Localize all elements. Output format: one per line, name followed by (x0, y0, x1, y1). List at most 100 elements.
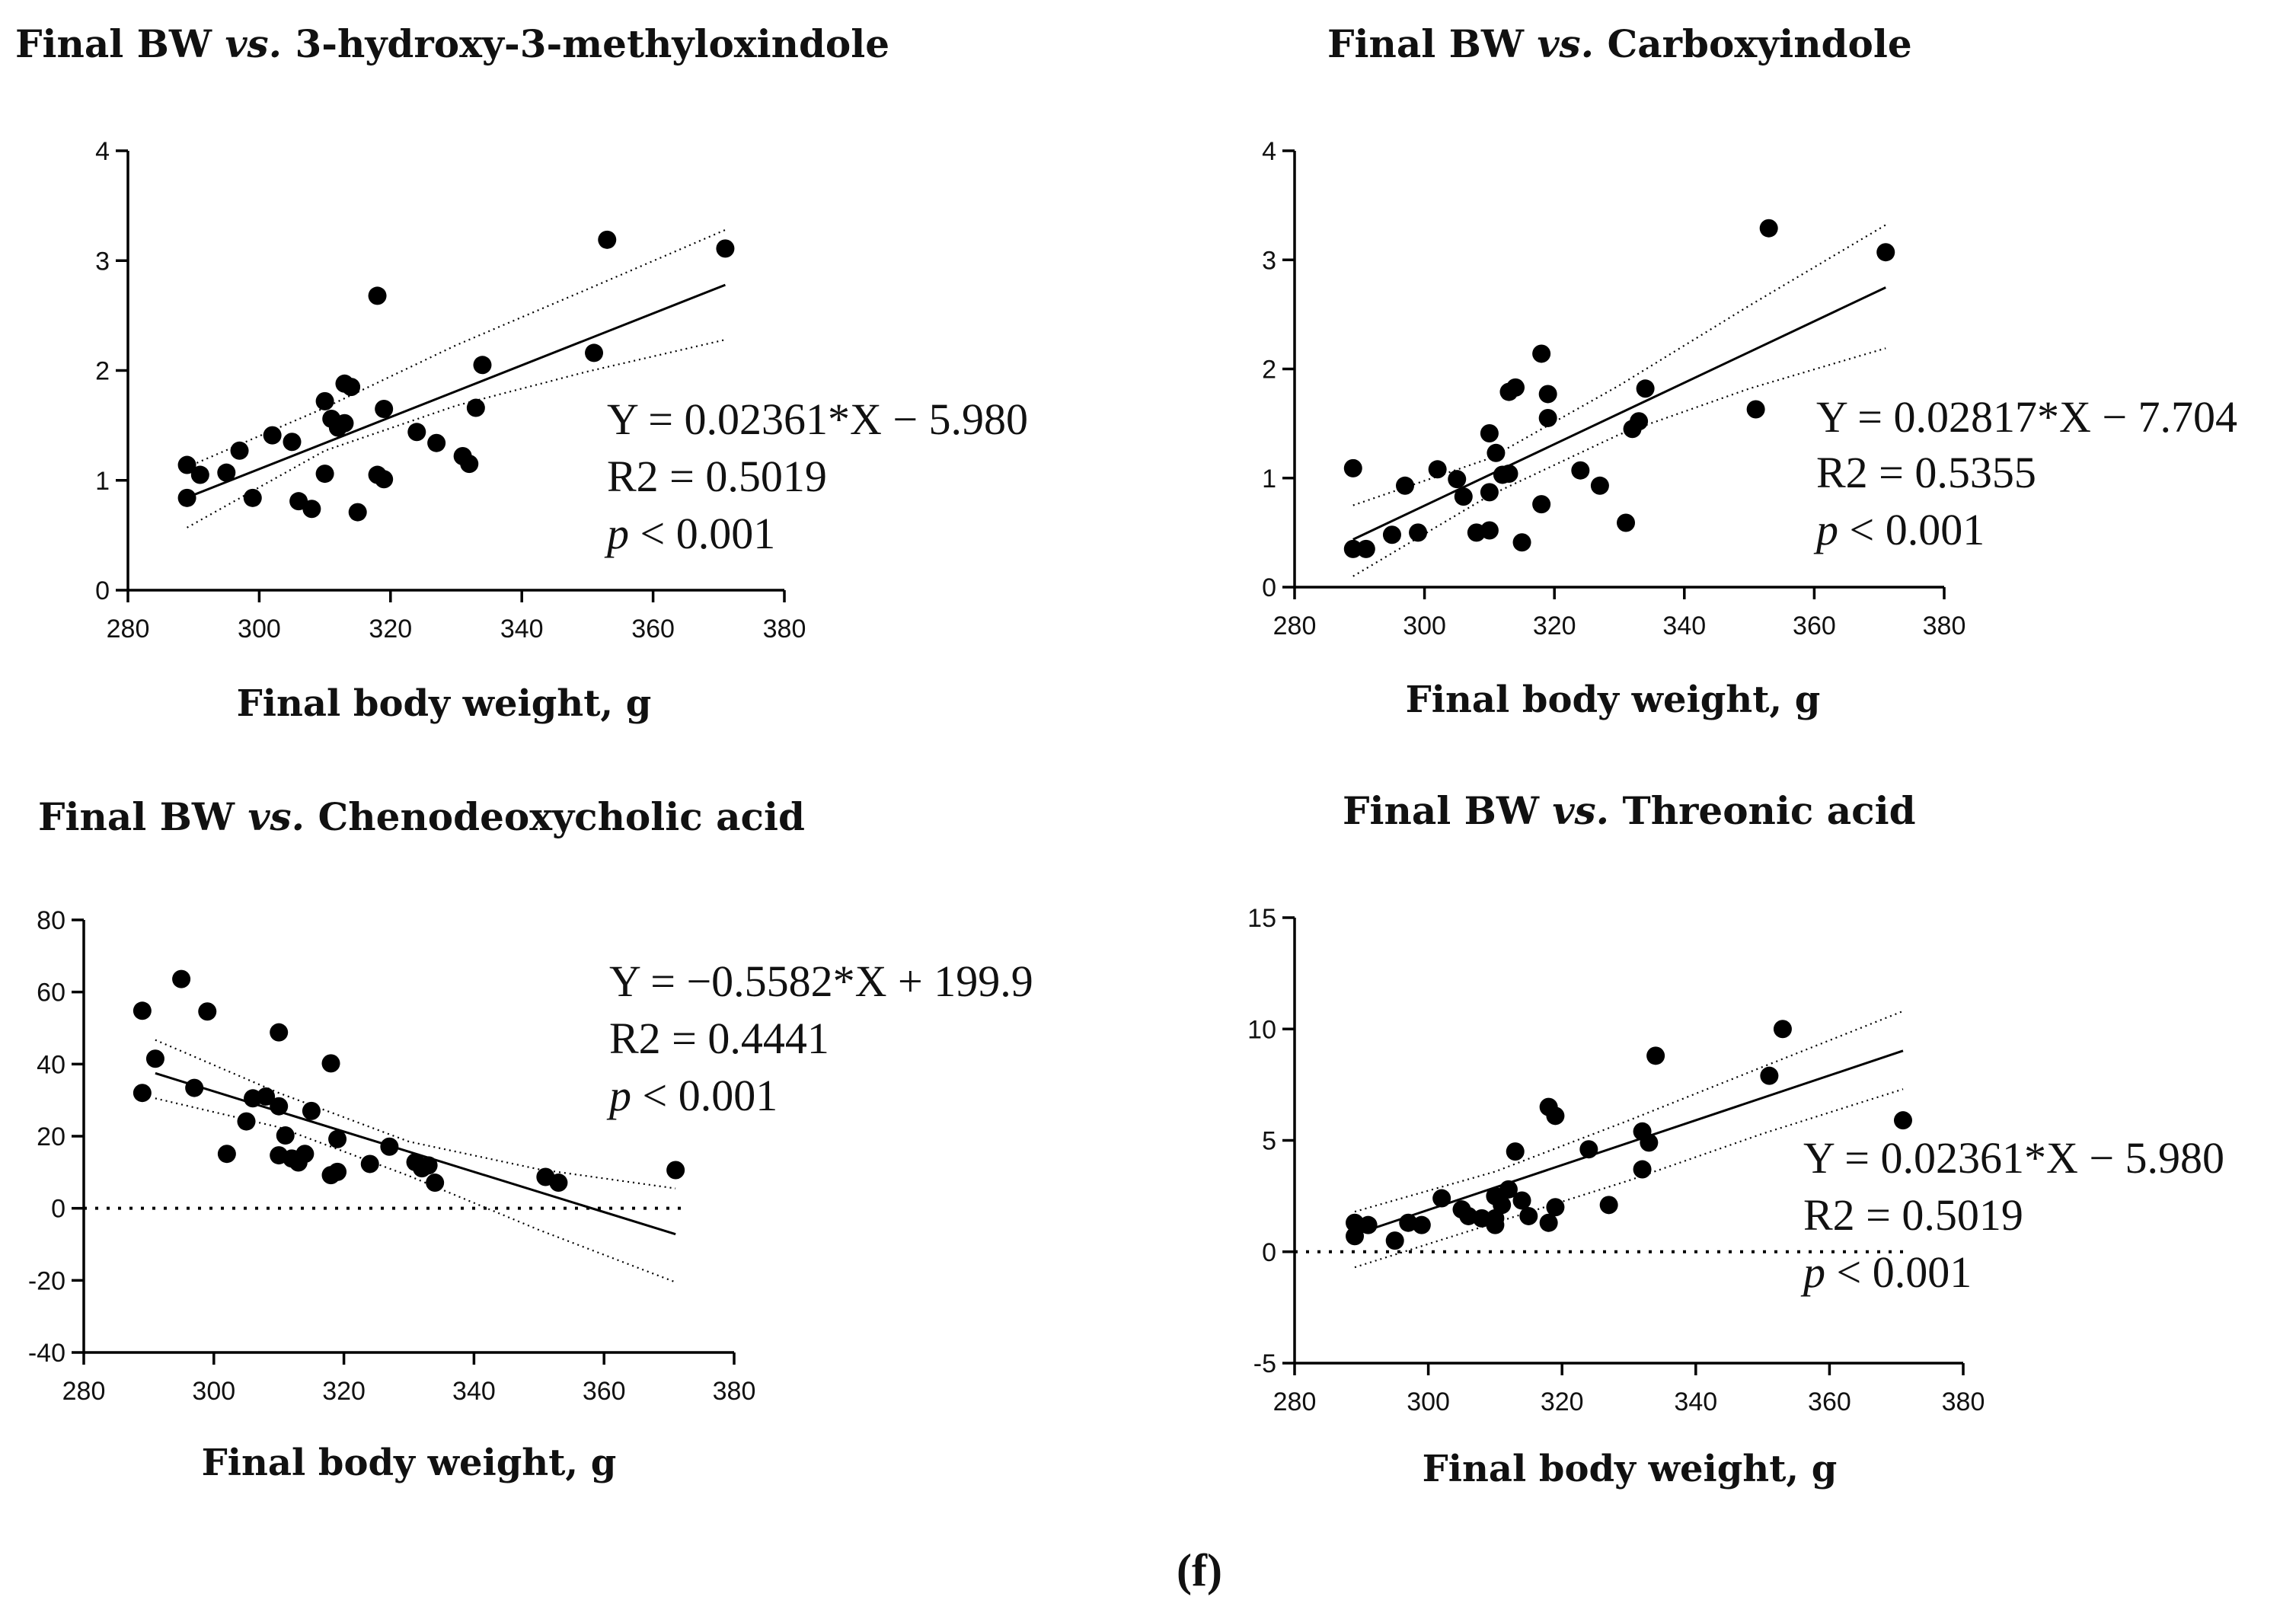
x-axis-title: Final body weight, g (237, 682, 652, 725)
r-squared: R2 = 0.5019 (607, 452, 827, 501)
data-point (328, 1162, 347, 1181)
x-tick-label: 320 (322, 1377, 366, 1406)
plot-area: -5 0 5 10 15 280 300 320 340 360 380 (1247, 904, 1985, 1416)
y-tick-label: 15 (1247, 904, 1276, 933)
data-point (1633, 1160, 1652, 1179)
p-value: p < 0.001 (604, 509, 775, 558)
p-value: p < 0.001 (1813, 505, 1985, 554)
data-point (460, 455, 479, 474)
data-point (1640, 1133, 1659, 1152)
y-tick-label: 80 (37, 906, 65, 935)
data-point (315, 391, 334, 410)
data-point (1590, 476, 1609, 495)
data-point (342, 378, 361, 397)
data-point (1546, 1106, 1565, 1126)
data-point (1448, 470, 1467, 489)
data-point (1538, 385, 1557, 404)
data-point (1759, 219, 1778, 238)
data-point (585, 343, 604, 362)
data-point (1571, 461, 1590, 480)
data-point (217, 463, 236, 482)
data-point (276, 1126, 295, 1145)
y-tick-label: 3 (95, 247, 110, 276)
data-point (1617, 513, 1636, 532)
data-point (549, 1174, 568, 1193)
data-point (1506, 1142, 1525, 1161)
chart-title: Final BW vs. Chenodeoxycholic acid (38, 794, 805, 839)
data-point (348, 503, 367, 522)
x-tick-label: 360 (1808, 1387, 1851, 1416)
y-tick-label: 5 (1262, 1127, 1276, 1156)
x-tick-label: 340 (452, 1377, 496, 1406)
y-tick-label: 20 (37, 1122, 65, 1151)
x-tick-label: 280 (62, 1377, 106, 1406)
data-point (1546, 1198, 1565, 1217)
regression-equation: Y = 0.02361*X − 5.980 (1803, 1133, 2224, 1183)
y-tick-label: 1 (1262, 465, 1276, 493)
y-tick-label: 60 (37, 979, 65, 1007)
data-point (1385, 1231, 1404, 1250)
data-point (263, 426, 282, 445)
data-point (360, 1154, 379, 1174)
y-tick-label: 0 (51, 1195, 65, 1224)
x-axis-title: Final body weight, g (202, 1442, 617, 1484)
data-point (270, 1097, 289, 1116)
data-point (1876, 243, 1895, 262)
data-point (190, 465, 209, 484)
x-tick-label: 320 (1541, 1387, 1584, 1416)
regression-equation: Y = 0.02361*X − 5.980 (607, 394, 1028, 444)
plot-area: -40 -20 0 20 40 60 80 280 300 320 340 360 380 (28, 906, 756, 1406)
data-point (1409, 523, 1428, 542)
data-point (666, 1161, 685, 1180)
data-point (1773, 1020, 1792, 1039)
regression-line (1352, 286, 1886, 541)
data-point (1343, 539, 1362, 558)
panel-chenodeoxycholic-acid: Final BW vs. Chenodeoxycholic acid -40 -2… (28, 794, 1033, 1484)
data-point (598, 230, 617, 249)
data-point (1480, 521, 1499, 540)
r-squared: R2 = 0.5019 (1803, 1190, 2023, 1240)
x-tick-label: 340 (500, 615, 544, 643)
panel-threonic-acid: Final BW vs. Threonic acid -5 0 5 10 15 280 30… (1247, 788, 2224, 1490)
data-point (1646, 1046, 1665, 1065)
data-point (177, 488, 196, 507)
x-tick-label: 340 (1662, 612, 1706, 640)
data-point (1346, 1227, 1365, 1246)
data-point (368, 286, 387, 305)
data-point (380, 1137, 399, 1156)
r-squared: R2 = 0.5355 (1816, 448, 2036, 497)
data-point (302, 500, 321, 519)
data-point (145, 1049, 164, 1068)
y-tick-label: 1 (95, 467, 110, 496)
data-point (335, 414, 354, 433)
plot-area: 0 1 2 3 4 280 300 320 340 360 380 (95, 137, 806, 643)
plot-area: 0 1 2 3 4 280 300 320 340 360 380 (1262, 137, 1965, 640)
data-point (172, 969, 191, 988)
chart-title: Final BW vs. Carboxyindole (1327, 21, 1912, 66)
y-tick-label: 2 (1262, 356, 1276, 385)
x-tick-label: 380 (713, 1377, 756, 1406)
y-tick-label: -20 (28, 1266, 65, 1295)
data-point (295, 1145, 315, 1164)
data-point (302, 1101, 321, 1120)
x-tick-label: 300 (192, 1377, 235, 1406)
data-point (315, 465, 334, 484)
data-point (1512, 1191, 1531, 1210)
data-point (257, 1087, 276, 1106)
x-axis-title: Final body weight, g (1406, 679, 1821, 721)
y-tick-label: 4 (95, 137, 110, 166)
ci-lower-line (155, 1097, 676, 1283)
data-point (1499, 465, 1518, 484)
data-point (1539, 1213, 1558, 1232)
data-point (1519, 1206, 1538, 1225)
data-point (1428, 460, 1447, 479)
data-point (230, 441, 249, 460)
p-value: p < 0.001 (1800, 1247, 1972, 1297)
x-tick-label: 280 (1273, 612, 1317, 640)
data-point (1893, 1111, 1912, 1130)
data-point (716, 239, 735, 258)
data-point (1636, 379, 1655, 398)
data-point (1486, 1215, 1505, 1234)
data-point (1480, 424, 1499, 443)
